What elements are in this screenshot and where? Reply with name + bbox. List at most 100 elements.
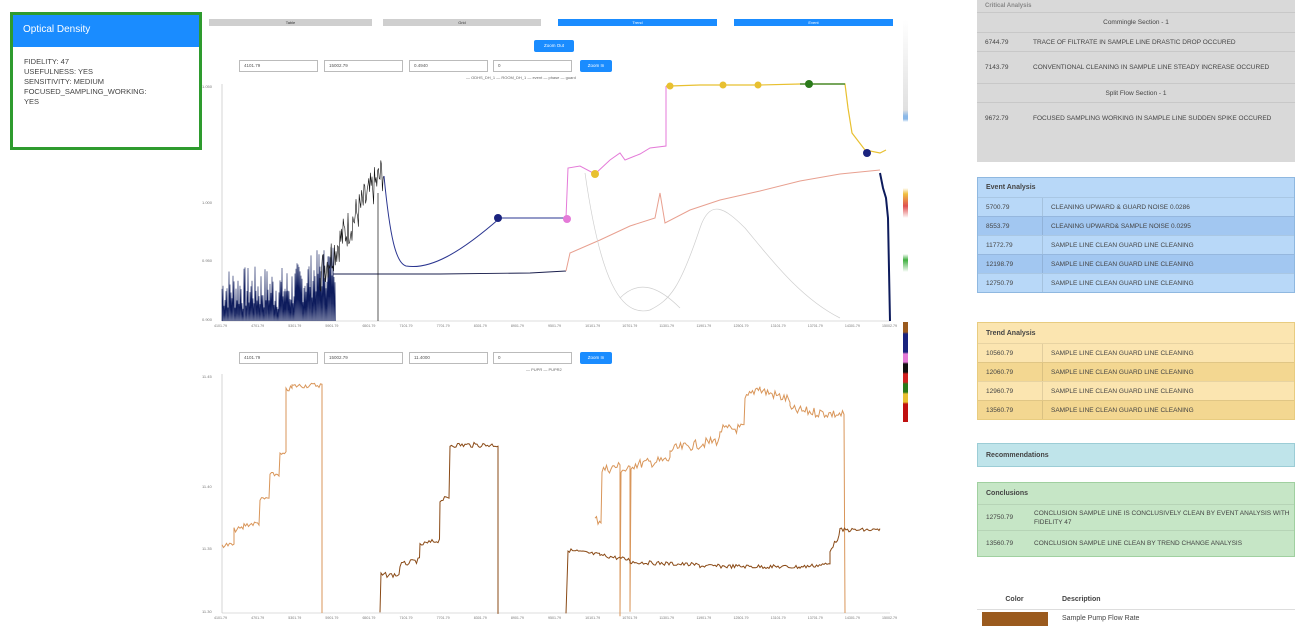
x-tick-label: 8901.79 — [511, 324, 524, 328]
x-tick-label: 15002.79 — [882, 616, 897, 620]
event-row[interactable]: 8553.79 CLEANING UPWARD& SAMPLE NOISE 0.0… — [978, 216, 1294, 235]
event-row-time: 12198.79 — [978, 255, 1043, 273]
conclusion-row-text: CONCLUSION SAMPLE LINE IS CONCLUSIVELY C… — [1034, 509, 1290, 526]
chart2-end-input[interactable]: 15002.79 — [324, 352, 403, 364]
event-row-text: SAMPLE LINE CLEAN GUARD LINE CLEANING — [1051, 241, 1194, 249]
chart2-light-line — [221, 382, 846, 617]
event-row-text: CLEANING UPWARD & GUARD NOISE 0.0286 — [1051, 203, 1190, 211]
event-analysis-panel: Event Analysis 5700.79 CLEANING UPWARD & … — [977, 177, 1295, 293]
od-line-sensitivity: SENSITIVITY: MEDIUM — [24, 77, 105, 86]
x-tick-label: 9501.79 — [548, 324, 561, 328]
chart1-marker-pink — [563, 215, 571, 223]
chart2-zoom-in-button[interactable]: Zoom In — [580, 352, 612, 364]
x-tick-label: 7101.79 — [400, 324, 413, 328]
chart1-baseline-line — [333, 270, 567, 275]
x-tick-label: 7701.79 — [437, 324, 450, 328]
trend-row[interactable]: 12060.79 SAMPLE LINE CLEAN GUARD LINE CLE… — [978, 362, 1294, 381]
event-row[interactable]: 5700.79 CLEANING UPWARD & GUARD NOISE 0.0… — [978, 197, 1294, 216]
color-legend-desc: Sample Pump Flow Rate — [1062, 615, 1140, 622]
x-tick-label: 10101.79 — [585, 324, 600, 328]
chart1-marker-gold-1 — [591, 170, 599, 178]
x-tick-label: 7101.79 — [400, 616, 413, 620]
chart1-marker-gold-2 — [666, 82, 674, 90]
y-tick-label: 11.45 — [202, 374, 212, 379]
chart1-noise-black-line — [319, 160, 385, 292]
critical-row[interactable]: 6744.79 TRACE OF FILTRATE IN SAMPLE LINE… — [977, 32, 1295, 51]
critical-row[interactable]: 7143.79 CONVENTIONAL CLEANING IN SAMPLE … — [977, 51, 1295, 83]
event-row-text: SAMPLE LINE CLEAN GUARD LINE CLEANING — [1051, 279, 1194, 287]
tab-table[interactable]: Table — [209, 19, 372, 26]
event-row[interactable]: 12750.79 SAMPLE LINE CLEAN GUARD LINE CLE… — [978, 273, 1294, 292]
x-tick-label: 8301.79 — [474, 616, 487, 620]
trend-row-text: SAMPLE LINE CLEAN GUARD LINE CLEANING — [1051, 368, 1194, 376]
chart1-marker-gold-4 — [754, 81, 762, 89]
y-tick-label: 11.35 — [202, 546, 212, 551]
tab-trend[interactable]: Trend — [558, 19, 717, 26]
y-tick-label: 1.000 — [202, 200, 213, 205]
chart1-start-input[interactable]: 4101.79 — [239, 60, 318, 72]
x-tick-label: 15002.79 — [882, 324, 897, 328]
trend-row-text: SAMPLE LINE CLEAN GUARD LINE CLEANING — [1051, 387, 1194, 395]
critical-row-time: 6744.79 — [985, 38, 1009, 46]
conclusion-row-time: 12750.79 — [986, 514, 1014, 521]
trend-row-time: 12960.79 — [978, 382, 1043, 400]
trend-row[interactable]: 13560.79 SAMPLE LINE CLEAN GUARD LINE CLE… — [978, 400, 1294, 419]
optical-density-title: Optical Density — [13, 15, 199, 47]
x-tick-label: 6501.79 — [362, 616, 375, 620]
chart1-grey-curve-a — [584, 172, 841, 319]
x-tick-label: 9501.79 — [548, 616, 561, 620]
chart1-zoom-in-button[interactable]: Zoom In — [580, 60, 612, 72]
trend-row-time: 12060.79 — [978, 363, 1043, 381]
chart1-side-legend-strip — [903, 20, 908, 320]
x-tick-label: 11901.79 — [696, 616, 711, 620]
trend-row-text: SAMPLE LINE CLEAN GUARD LINE CLEANING — [1051, 349, 1194, 357]
trend-row[interactable]: 10560.79 SAMPLE LINE CLEAN GUARD LINE CLE… — [978, 343, 1294, 362]
event-row-text: SAMPLE LINE CLEAN GUARD LINE CLEANING — [1051, 260, 1194, 268]
trend-row-time: 13560.79 — [978, 401, 1043, 419]
critical-row-text: FOCUSED SAMPLING WORKING IN SAMPLE LINE … — [1033, 115, 1272, 122]
event-row-time: 11772.79 — [978, 236, 1043, 254]
trend-row[interactable]: 12960.79 SAMPLE LINE CLEAN GUARD LINE CLE… — [978, 381, 1294, 400]
chart1-recovery-curve — [383, 175, 566, 268]
description-header: Description — [1062, 596, 1101, 603]
event-row[interactable]: 11772.79 SAMPLE LINE CLEAN GUARD LINE CLE… — [978, 235, 1294, 254]
chart2-start-input[interactable]: 4101.79 — [239, 352, 318, 364]
conclusion-row[interactable]: 13560.79 CONCLUSION SAMPLE LINE CLEAN BY… — [978, 530, 1294, 556]
chart2-side-legend-strip — [903, 322, 908, 422]
event-row[interactable]: 12198.79 SAMPLE LINE CLEAN GUARD LINE CLE… — [978, 254, 1294, 273]
chart1-ymax-input[interactable]: 0 — [493, 60, 572, 72]
y-tick-label: 11.30 — [202, 609, 212, 614]
x-tick-label: 8301.79 — [474, 324, 487, 328]
critical-row[interactable]: 9672.79 FOCUSED SAMPLING WORKING IN SAMP… — [977, 102, 1295, 134]
x-tick-label: 11301.79 — [659, 324, 674, 328]
chart2-dark-line — [379, 441, 881, 614]
tab-event[interactable]: Event — [734, 19, 893, 26]
color-legend-table: Color Description Sample Pump Flow Rate — [977, 591, 1295, 627]
chart2-legend: — PUPR — PUPR2 — [526, 367, 562, 372]
chart1-end-input[interactable]: 15002.79 — [324, 60, 403, 72]
chart1-ymin-input[interactable]: 0.4940 — [409, 60, 488, 72]
chart1-salmon-line — [565, 169, 881, 272]
x-tick-label: 11901.79 — [696, 324, 711, 328]
x-tick-label: 14301.79 — [845, 324, 860, 328]
recommendations-title: Recommendations — [986, 451, 1049, 459]
x-tick-label: 10701.79 — [622, 324, 637, 328]
pump-flow-rate-chart[interactable]: 11.45 11.40 11.35 11.30 4101.79 4701.79 5301.… — [200, 370, 905, 627]
chart2-ymin-input[interactable]: 11.4000 — [409, 352, 488, 364]
conclusion-row[interactable]: 12750.79 CONCLUSION SAMPLE LINE IS CONCL… — [978, 504, 1294, 530]
optical-density-chart[interactable]: 1.050 1.000 0.950 0.900 4101.79 4701.79 5301.… — [200, 78, 905, 333]
color-header: Color — [1005, 596, 1024, 603]
chart2-ymax-input[interactable]: 0 — [493, 352, 572, 364]
chart1-pink-line — [565, 86, 667, 219]
x-tick-label: 13101.79 — [771, 324, 786, 328]
critical-row-text: CONVENTIONAL CLEANING IN SAMPLE LINE STE… — [1033, 64, 1270, 71]
color-legend-row: Sample Pump Flow Rate — [977, 610, 1295, 628]
tab-grid[interactable]: Grid — [383, 19, 541, 26]
x-tick-label: 4701.79 — [251, 324, 264, 328]
x-tick-label: 13701.79 — [808, 324, 823, 328]
zoom-out-button[interactable]: Zoom Out — [534, 40, 574, 52]
chart1-marker-navy — [494, 214, 502, 222]
conclusion-row-text: CONCLUSION SAMPLE LINE CLEAN BY TREND CH… — [1034, 540, 1243, 547]
event-row-time: 12750.79 — [978, 274, 1043, 292]
chart1-noise-navy-line — [221, 247, 336, 322]
